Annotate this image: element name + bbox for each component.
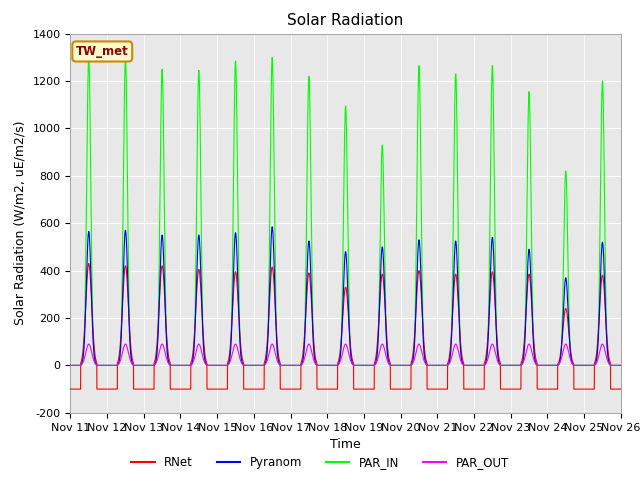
Text: TW_met: TW_met (76, 45, 129, 58)
Y-axis label: Solar Radiation (W/m2, uE/m2/s): Solar Radiation (W/m2, uE/m2/s) (14, 121, 27, 325)
X-axis label: Time: Time (330, 438, 361, 451)
Legend: RNet, Pyranom, PAR_IN, PAR_OUT: RNet, Pyranom, PAR_IN, PAR_OUT (126, 452, 514, 474)
Title: Solar Radiation: Solar Radiation (287, 13, 404, 28)
